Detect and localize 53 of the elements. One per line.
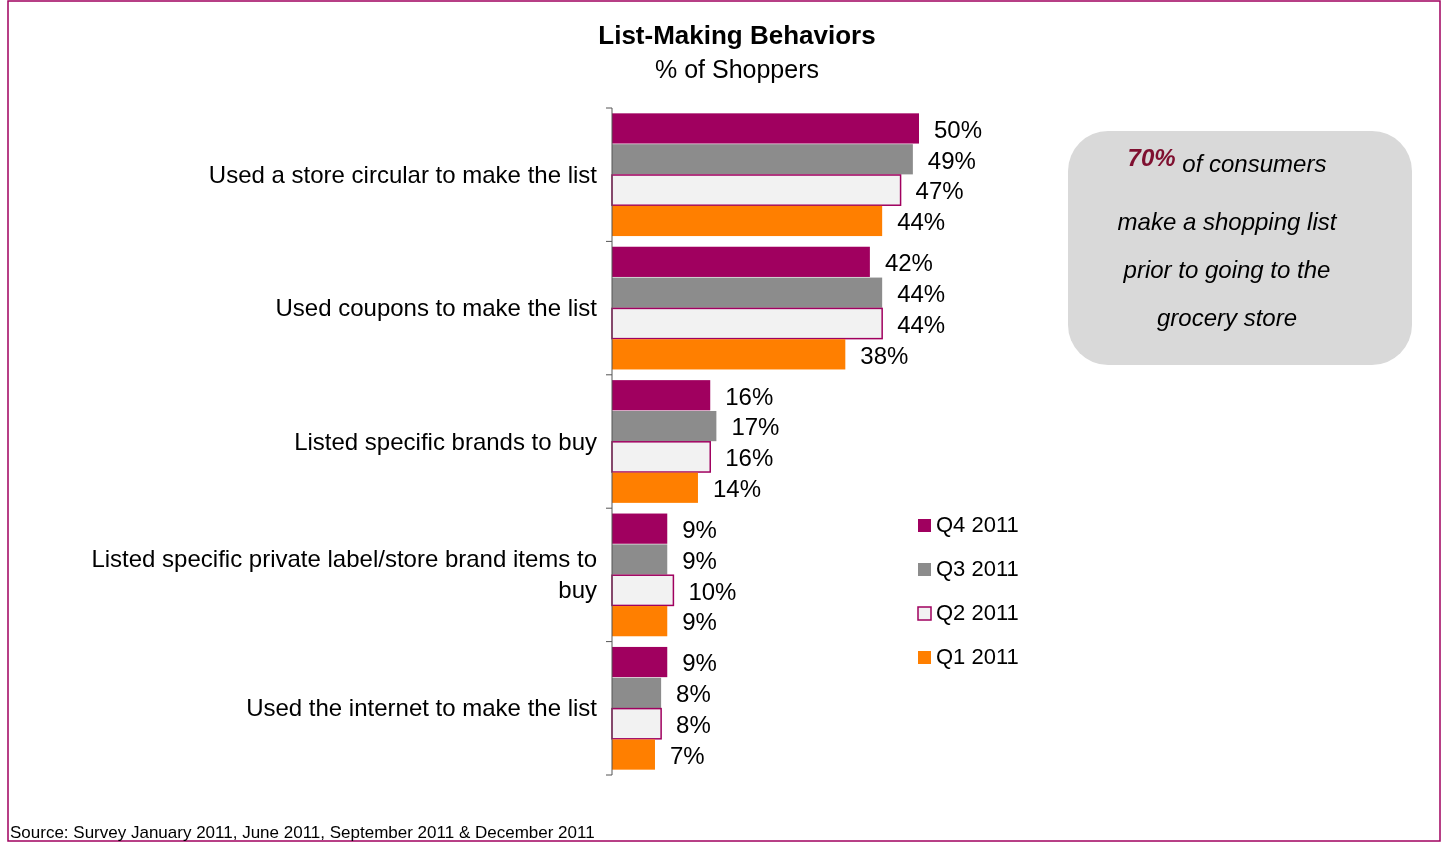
bar bbox=[612, 544, 668, 575]
data-label: 9% bbox=[682, 608, 717, 636]
bar bbox=[611, 441, 711, 473]
data-label: 44% bbox=[897, 310, 946, 338]
data-label: 38% bbox=[860, 341, 909, 369]
data-label: 49% bbox=[927, 146, 976, 174]
data-label: 14% bbox=[712, 475, 762, 503]
bar bbox=[612, 277, 883, 308]
bar bbox=[612, 144, 913, 175]
data-label: 42% bbox=[884, 249, 933, 277]
data-label: 9% bbox=[682, 515, 717, 543]
bar bbox=[612, 410, 717, 442]
data-label: 8% bbox=[676, 680, 711, 708]
data-label: 9% bbox=[682, 649, 717, 677]
legend-label: Q1 2011 bbox=[936, 643, 1019, 669]
y-tick-label: Used the internet to make the list bbox=[246, 694, 598, 722]
data-label: 7% bbox=[669, 741, 705, 769]
bar bbox=[611, 574, 675, 607]
data-label: 16% bbox=[725, 382, 774, 410]
y-tick-label: Listed specific brands to buy bbox=[294, 427, 597, 455]
data-label: 47% bbox=[915, 177, 964, 205]
bar bbox=[612, 246, 870, 277]
bar bbox=[612, 646, 668, 678]
data-label: 50% bbox=[934, 115, 983, 143]
data-label: 16% bbox=[725, 444, 774, 472]
bar bbox=[612, 739, 655, 770]
bar bbox=[612, 339, 846, 370]
data-label: 9% bbox=[682, 546, 717, 574]
chart-subtitle: % of Shoppers bbox=[655, 55, 819, 83]
y-tick-label: Used coupons to make the list bbox=[275, 294, 598, 322]
bar bbox=[612, 205, 883, 237]
chart-title: List-Making Behaviors bbox=[598, 20, 876, 50]
bar bbox=[611, 307, 883, 340]
data-label: 44% bbox=[897, 280, 946, 308]
bar bbox=[612, 472, 698, 503]
text: 70% of consumers make a shopping list prior to going to the grocery store bbox=[1117, 144, 1337, 331]
bar bbox=[611, 707, 662, 740]
y-tick-label: Used a store circular to make the list bbox=[208, 160, 598, 188]
data-label: 44% bbox=[897, 208, 946, 236]
bar bbox=[612, 606, 668, 637]
y-tick-label: Listed specific private label/store brand items to buy bbox=[91, 545, 597, 604]
legend-label: Q3 2011 bbox=[936, 555, 1019, 581]
legend-label: Q2 2011 bbox=[936, 599, 1019, 625]
data-label: 10% bbox=[688, 577, 737, 605]
bar bbox=[612, 380, 711, 411]
legend-label: Q4 2011 bbox=[936, 511, 1019, 537]
bar bbox=[612, 677, 662, 708]
bar bbox=[612, 513, 668, 544]
data-label: 8% bbox=[676, 711, 711, 739]
data-label: 17% bbox=[731, 413, 780, 441]
bar bbox=[611, 174, 902, 206]
bar bbox=[612, 113, 919, 144]
source-note: Source: Survey January 2011, June 2011, September 2011 & December 2011 bbox=[10, 823, 595, 842]
